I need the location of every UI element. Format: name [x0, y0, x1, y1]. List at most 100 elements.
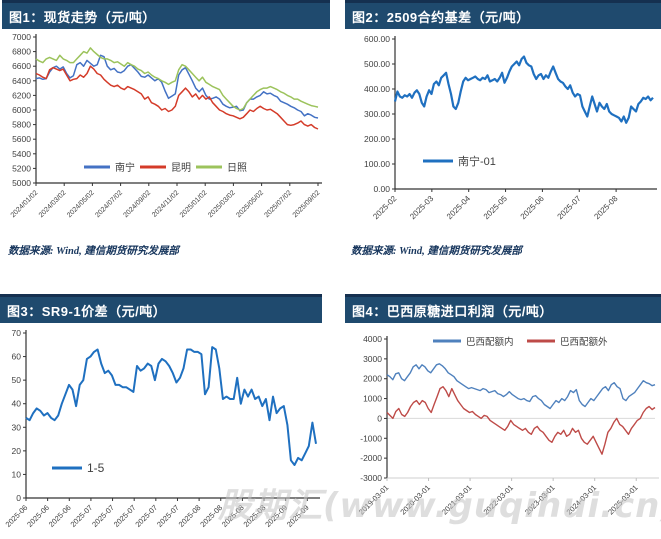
x-tick-label: 2025-06 [25, 503, 51, 529]
x-tick-label: 2023-03-01 [523, 483, 556, 516]
y-tick-label: 6800 [12, 47, 31, 57]
x-tick-label: 2025/03/02 [207, 189, 237, 219]
x-tick-label: 2025/07/02 [263, 189, 293, 219]
y-tick-label: 5800 [12, 120, 31, 130]
y-tick-label: 6000 [12, 105, 31, 115]
series-line-0 [393, 55, 654, 124]
figure-2-chart: 600.00 500.00 400.00 300.00 200.00 100.00 0.00… [364, 34, 657, 222]
x-tick-label: 2025-08 [242, 503, 268, 529]
figure-4-title-bar: 图4：巴西原糖进口利润（元/吨） [345, 294, 661, 323]
y-tick-label: 5200 [12, 163, 31, 173]
series-line-0 [35, 54, 319, 119]
y-tick-label: 300.00 [364, 109, 390, 119]
legend-label-0: 巴西配额内 [466, 336, 514, 348]
figure-2-source-note: 数据来源: Wind, 建信期货研究发展部 [351, 246, 522, 257]
legend-label-1: 巴西配额外 [560, 336, 608, 348]
x-tick-label: 2025-04 [445, 194, 473, 222]
y-tick-label: 0 [16, 493, 21, 503]
figure-1-title: 图1：现货走势（元/吨） [9, 9, 156, 25]
figure-1-source-note: 数据来源: Wind, 建信期货研究发展部 [8, 246, 179, 257]
x-tick-label: 2021-03-01 [440, 483, 473, 516]
x-tick-label: 2025-02 [371, 194, 399, 222]
x-tick-label: 2019-03-01 [357, 483, 390, 516]
legend-label-0: 南宁 [115, 161, 135, 174]
figure-2-title: 图2：2509合约基差（元/吨） [352, 9, 530, 25]
x-tick-label: 2025-09 [285, 503, 311, 529]
figure-3-chart: 7060504030201002025-062025-062025-062025… [4, 328, 320, 529]
y-tick-label: 6600 [12, 61, 31, 71]
series-line-1 [35, 65, 319, 130]
x-tick-label: 2020-03-01 [398, 483, 431, 516]
x-tick-label: 2025-08 [220, 503, 246, 529]
y-tick-label: 10 [12, 469, 22, 479]
y-tick-label: 5400 [12, 149, 31, 159]
y-tick-label: 5600 [12, 134, 31, 144]
series-line-0 [386, 363, 656, 410]
x-tick-label: 2025-03-01 [606, 483, 639, 516]
y-tick-label: 60 [12, 352, 22, 362]
figure-4-title: 图4：巴西原糖进口利润（元/吨） [352, 303, 553, 319]
x-tick-label: 2025/01/02 [179, 189, 209, 219]
y-tick-label: 20 [12, 446, 22, 456]
figure-3-title: 图3：SR9-1价差（元/吨） [7, 303, 167, 319]
y-tick-label: 0.00 [373, 184, 390, 194]
x-tick-label: 2025-06 [47, 503, 73, 529]
figure-2-title-bar: 图2：2509合约基差（元/吨） [345, 0, 661, 29]
x-tick-label: 2025-07 [556, 194, 584, 222]
y-tick-label: 70 [12, 328, 22, 338]
figure-1-panel: 图1：现货走势（元/吨） 7000 6800 6600 6400 6200 6000 580… [2, 0, 330, 258]
y-tick-label: 600.00 [364, 34, 390, 44]
figure-4-chart: 4000 3000 2000 1000 0 -1000 -2000 -30002019-03-… [357, 334, 659, 517]
x-tick-label: 2025-06 [4, 503, 30, 529]
x-tick-label: 2025-07 [112, 503, 138, 529]
series-line-0 [25, 346, 317, 466]
figure-3-title-bar: 图3：SR9-1价差（元/吨） [0, 294, 322, 323]
series-line-2 [35, 47, 319, 111]
x-tick-label: 2025-09 [263, 503, 289, 529]
y-tick-label: 30 [12, 422, 22, 432]
figure-3-panel: 图3：SR9-1价差（元/吨） 70 60 50 40 30 20 10 0 2025-06 20… [0, 294, 322, 539]
y-tick-label: 5000 [12, 178, 31, 188]
y-tick-label: 500.00 [364, 59, 390, 69]
x-tick-label: 2025/05/02 [235, 189, 265, 219]
y-tick-label: 40 [12, 399, 22, 409]
x-tick-label: 2025-06 [519, 194, 547, 222]
y-tick-label: 6400 [12, 76, 31, 86]
x-tick-label: 2025-07 [90, 503, 116, 529]
y-tick-label: 1000 [363, 394, 382, 404]
x-tick-label: 2024/03/02 [38, 189, 68, 219]
x-tick-label: 2024/11/02 [151, 189, 180, 218]
series-line-1 [386, 386, 656, 455]
y-tick-label: 6200 [12, 90, 31, 100]
x-tick-label: 2024/09/02 [122, 189, 152, 219]
figure-4-panel: 图4：巴西原糖进口利润（元/吨） 4000 3000 2000 1000 0 -1000 -… [345, 294, 661, 539]
y-tick-label: -1000 [360, 433, 382, 443]
x-tick-label: 2025-07 [133, 503, 159, 529]
x-tick-label: 2024/07/02 [94, 189, 124, 219]
x-tick-label: 2025-05 [482, 194, 510, 222]
y-tick-label: 100.00 [364, 159, 390, 169]
figure-1-chart: 7000 6800 6600 6400 6200 6000 5800 5600 5400 5200… [10, 32, 322, 219]
x-tick-label: 2024-03-01 [565, 483, 598, 516]
x-tick-label: 2025-08 [177, 503, 203, 529]
figure-1-title-bar: 图1：现货走势（元/吨） [2, 0, 330, 29]
x-tick-label: 2025-07 [68, 503, 94, 529]
x-tick-label: 2025-08 [198, 503, 224, 529]
x-tick-label: 2022-03-01 [482, 483, 515, 516]
legend-label-0: 1-5 [87, 461, 105, 475]
x-tick-label: 2024/01/02 [10, 189, 40, 219]
y-tick-label: -3000 [360, 473, 382, 483]
y-tick-label: 200.00 [364, 134, 390, 144]
legend-label-2: 日照 [227, 162, 247, 174]
y-tick-label: 4000 [363, 334, 382, 344]
x-tick-label: 2025-08 [592, 194, 620, 222]
y-tick-label: 7000 [12, 32, 31, 42]
x-tick-label: 2025-03 [408, 194, 436, 222]
y-tick-label: 3000 [363, 354, 382, 364]
legend-label-0: 南宁-01 [458, 154, 496, 168]
y-tick-label: 50 [12, 375, 22, 385]
y-tick-label: -2000 [360, 453, 382, 463]
x-tick-label: 2025/09/02 [292, 189, 322, 219]
x-tick-label: 2025-07 [155, 503, 181, 529]
